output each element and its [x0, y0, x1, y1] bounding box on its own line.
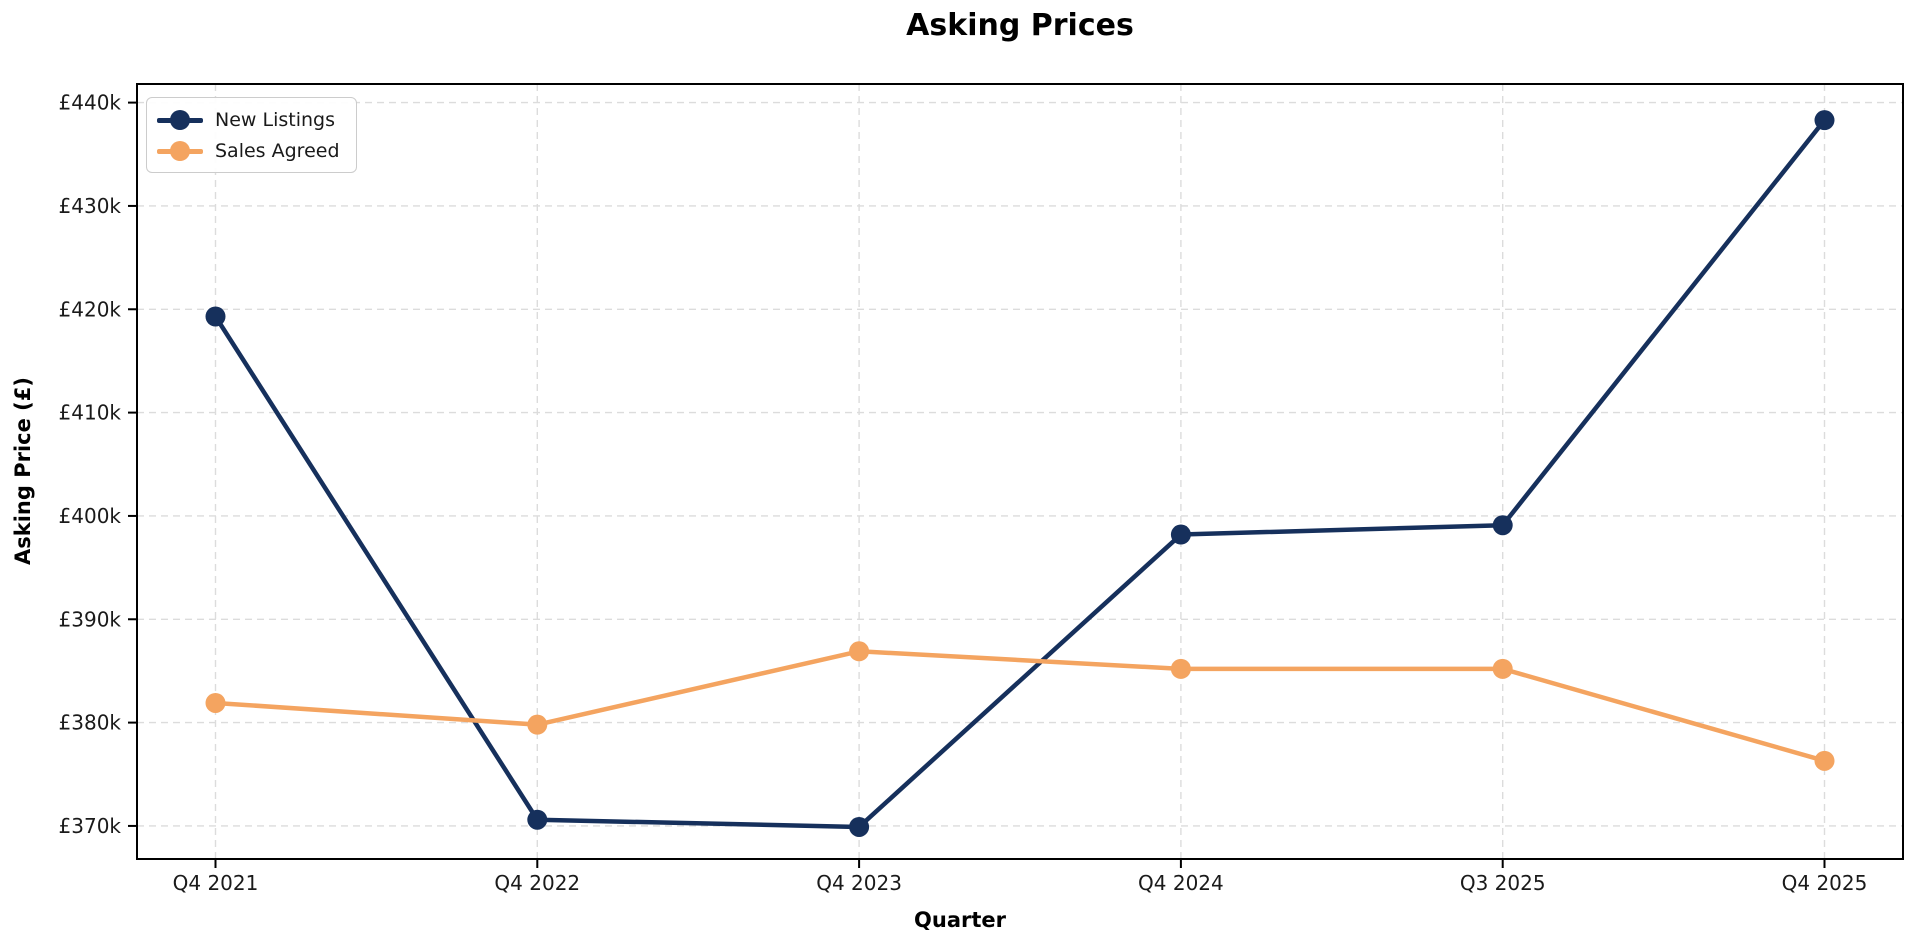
- gridlines: [137, 84, 1903, 859]
- y-tick-label: £440k: [59, 91, 122, 115]
- legend-entry-1: Sales Agreed: [157, 136, 340, 165]
- data-point: [527, 714, 548, 735]
- data-point: [1492, 515, 1513, 536]
- y-tick-label: £420k: [59, 297, 122, 321]
- legend-entry-0: New Listings: [157, 105, 340, 134]
- axes-frame: [136, 83, 1904, 860]
- legend: New Listings Sales Agreed: [146, 97, 357, 173]
- data-point: [1814, 750, 1835, 771]
- data-point: [1814, 110, 1835, 131]
- x-tick-label: Q4 2024: [1138, 871, 1224, 895]
- data-point: [205, 692, 226, 713]
- y-tick-label: £380k: [59, 711, 122, 735]
- series-line-1: [213, 649, 1827, 764]
- x-tick-label: Q4 2023: [816, 871, 902, 895]
- x-axis-label: Quarter: [914, 908, 1007, 932]
- legend-marker-icon: [157, 140, 203, 161]
- y-tick-label: £430k: [59, 194, 122, 218]
- series-line-0: [213, 117, 1827, 830]
- tick-labels: £370k £380k £390k £400k £410k £420k £430k £440k…: [59, 91, 1868, 895]
- x-tick-label: Q4 2025: [1782, 871, 1868, 895]
- chart-title: Asking Prices: [906, 8, 1134, 43]
- y-tick-label: £370k: [59, 814, 122, 838]
- y-axis-label: Asking Price (£): [11, 377, 35, 565]
- data-point: [1170, 524, 1191, 545]
- x-tick-label: Q3 2025: [1460, 871, 1546, 895]
- data-point: [1492, 658, 1513, 679]
- x-tick-label: Q4 2021: [173, 871, 259, 895]
- x-tick-label: Q4 2022: [494, 871, 580, 895]
- y-tick-label: £390k: [59, 607, 122, 631]
- data-point: [527, 809, 548, 830]
- data-point: [1170, 658, 1191, 679]
- y-tick-label: £410k: [59, 401, 122, 425]
- data-series: [205, 110, 1835, 837]
- data-point: [849, 641, 870, 662]
- y-tick-label: £400k: [59, 504, 122, 528]
- legend-label: Sales Agreed: [215, 139, 340, 162]
- plot-border: [136, 83, 1904, 860]
- data-point: [205, 306, 226, 327]
- data-point: [849, 816, 870, 837]
- tick-marks: [128, 101, 1826, 868]
- legend-marker-icon: [157, 109, 203, 130]
- legend-label: New Listings: [215, 108, 335, 131]
